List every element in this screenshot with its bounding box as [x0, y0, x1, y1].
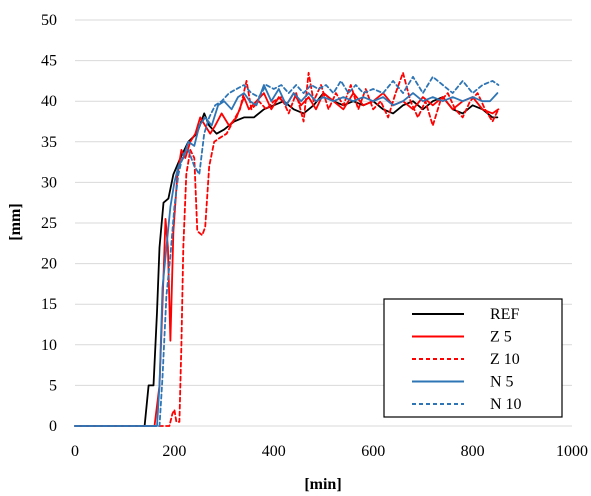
- series-line-ref: [74, 92, 499, 427]
- x-tick-label: 200: [162, 443, 186, 460]
- legend-label: N 5: [490, 374, 514, 391]
- legend-label: N 10: [490, 396, 522, 413]
- y-axis-label: [mm]: [7, 203, 24, 240]
- legend-box: [383, 298, 563, 418]
- x-tick-label: 800: [461, 443, 485, 460]
- y-tick-label: 25: [41, 215, 57, 232]
- y-tick-label: 5: [49, 377, 57, 394]
- y-tick-label: 10: [41, 337, 57, 354]
- y-tick-label: 45: [41, 53, 57, 70]
- y-tick-label: 20: [41, 256, 57, 273]
- x-tick-label: 0: [71, 443, 79, 460]
- legend-label: Z 10: [490, 351, 520, 368]
- y-tick-label: 35: [41, 134, 57, 151]
- x-axis-label: [min]: [304, 476, 341, 493]
- series-line-n-10: [74, 75, 500, 427]
- legend-label: Z 5: [490, 329, 512, 346]
- series-line-z-10: [74, 71, 500, 427]
- plot-area: [74, 71, 500, 427]
- y-tick-label: 15: [41, 296, 57, 313]
- x-tick-label: 1000: [556, 443, 588, 460]
- x-tick-label: 600: [361, 443, 385, 460]
- x-tick-label: 400: [262, 443, 286, 460]
- legend: REF Z 5 Z 10 N 5 N 10: [383, 298, 563, 418]
- y-tick-label: 50: [41, 12, 57, 29]
- y-tick-label: 30: [41, 174, 57, 191]
- y-tick-label: 0: [49, 418, 57, 435]
- tick-labels: 0 5 10 15 20 25 30 35 40 45 50 0 200 400 600 800 1000: [41, 12, 588, 460]
- legend-label: REF: [490, 306, 519, 323]
- y-tick-label: 40: [41, 93, 57, 110]
